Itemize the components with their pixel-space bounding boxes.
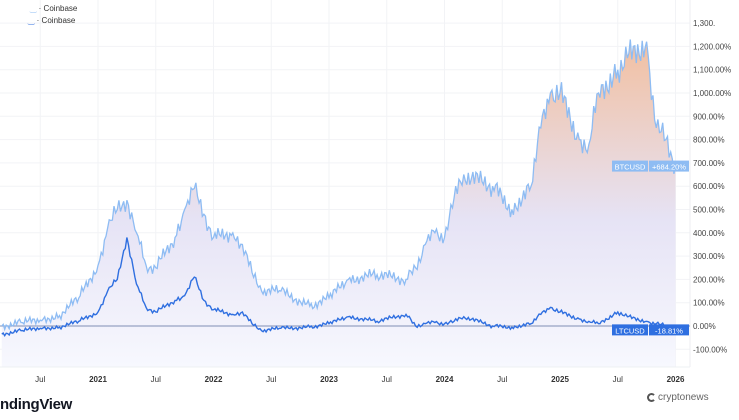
btc-area-fill xyxy=(1,39,676,367)
y-tick-label: -100.00% xyxy=(693,345,727,354)
last-value-ltcusd: -18.81% xyxy=(655,326,683,335)
legend-color-icon: ‿ xyxy=(28,16,35,25)
legend-item-2[interactable]: ‿ · Coinbase xyxy=(28,16,75,25)
last-value-badge-btcusd xyxy=(649,160,689,172)
y-tick-label: 400.00% xyxy=(693,229,725,238)
y-tick-label: 0.00% xyxy=(693,322,716,331)
watermark-text: cryptonews xyxy=(658,392,709,403)
y-tick-label: 900.00% xyxy=(693,112,725,121)
x-tick-label: Jul xyxy=(497,375,507,384)
series-name-badge-btcusd xyxy=(612,160,648,172)
series-name-badge-ltcusd xyxy=(612,324,648,336)
y-axis: 1,300. 1,200.00% 1,100.00% 1,000.00% 900.00%… xyxy=(693,19,731,354)
tradingview-logo-text: ndingView xyxy=(0,396,73,413)
y-tick-label: 1,200.00% xyxy=(693,42,731,51)
series-name-btcusd: BTCUSD xyxy=(615,163,646,172)
x-tick-label: 2026 xyxy=(667,375,685,384)
x-tick-label: 2023 xyxy=(320,375,338,384)
series-line-ltcusd[interactable] xyxy=(1,237,676,338)
legend-color-icon: ‿ xyxy=(30,4,37,13)
cryptonews-logo-icon xyxy=(647,393,656,402)
y-tick-label: 100.00% xyxy=(693,299,725,308)
y-tick-label: 1,100.00% xyxy=(693,66,731,75)
price-badges: BTCUSD +684.20% LTCUSD -18.81% xyxy=(612,160,689,336)
y-tick-label: 1,300. xyxy=(693,19,715,28)
legend-item-1[interactable]: ‿ · Coinbase xyxy=(30,4,77,13)
y-tick-label: 200.00% xyxy=(693,275,725,284)
series-name-ltcusd: LTCUSD xyxy=(615,326,645,335)
x-tick-label: Jul xyxy=(266,375,276,384)
cryptonews-watermark: cryptonews xyxy=(647,392,709,403)
y-tick-label: 700.00% xyxy=(693,159,725,168)
last-value-badge-ltcusd xyxy=(649,324,689,336)
y-tick-label: 800.00% xyxy=(693,136,725,145)
legend-label: · Coinbase xyxy=(38,4,78,13)
x-tick-label: 2022 xyxy=(205,375,223,384)
y-tick-label: 500.00% xyxy=(693,206,725,215)
x-axis: Jul 2021 Jul 2022 Jul 2023 Jul 2024 Jul 2025 Jul 20… xyxy=(35,375,685,384)
x-tick-label: Jul xyxy=(382,375,392,384)
series-line-btcusd[interactable] xyxy=(1,39,677,332)
last-value-btcusd: +684.20% xyxy=(652,163,686,172)
y-tick-label: 600.00% xyxy=(693,182,725,191)
x-tick-label: 2021 xyxy=(89,375,107,384)
y-tick-label: 1,000.00% xyxy=(693,89,731,98)
legend-label: · Coinbase xyxy=(36,16,76,25)
x-tick-label: 2025 xyxy=(551,375,569,384)
x-tick-label: Jul xyxy=(613,375,623,384)
y-tick-label: 300.00% xyxy=(693,252,725,261)
x-tick-label: Jul xyxy=(35,375,45,384)
x-tick-label: 2024 xyxy=(436,375,454,384)
x-tick-label: Jul xyxy=(151,375,161,384)
